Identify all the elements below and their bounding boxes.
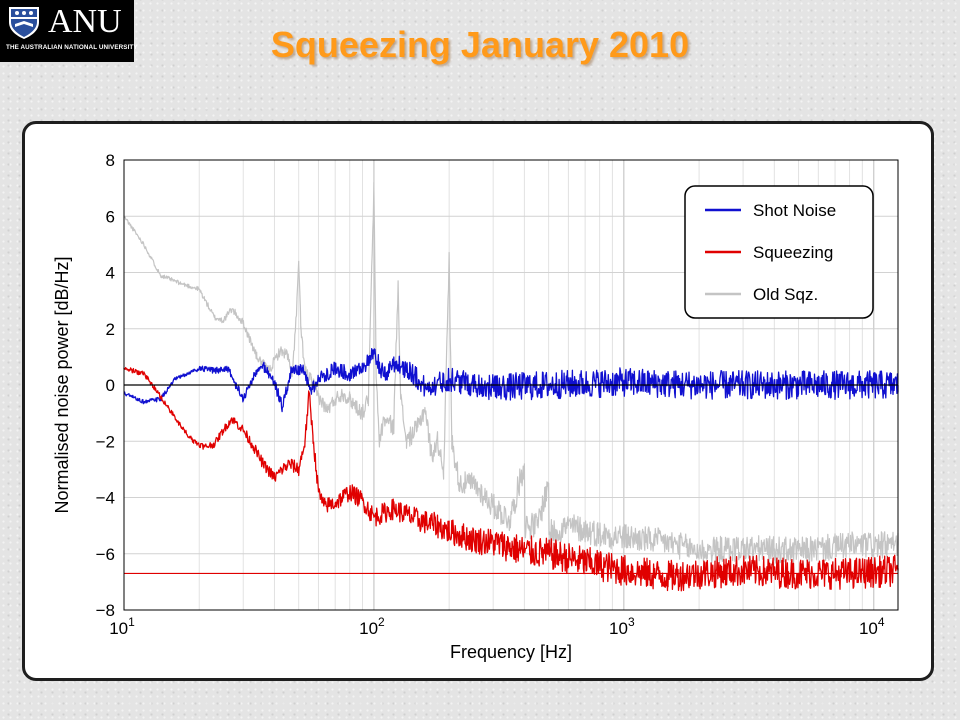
- chart-panel: 8 6 4 2 0 −2 −4 −6 −8 101 102 103 104 Frequency [Hz]…: [22, 121, 934, 681]
- series-line-old-sqz: [123, 181, 899, 564]
- series-line-squeezing: [123, 366, 899, 592]
- legend-box: [684, 185, 874, 319]
- logo-university-name: THE AUSTRALIAN NATIONAL UNIVERSITY: [6, 44, 138, 51]
- reference-lines: [124, 384, 898, 575]
- logo-wordmark: ANU: [48, 3, 122, 40]
- x-tick-label: 102: [359, 615, 385, 638]
- y-axis-label: Normalised noise power [dB/Hz]: [52, 256, 72, 513]
- legend-label: Squeezing: [753, 243, 833, 262]
- x-tick-label: 104: [859, 615, 885, 638]
- plot-frame: [123, 159, 899, 611]
- x-axis-label: Frequency [Hz]: [450, 642, 572, 662]
- legend-label: Shot Noise: [753, 201, 836, 220]
- y-tick-label: 8: [106, 151, 115, 170]
- x-tick-label: 101: [109, 615, 135, 638]
- x-tick-label: 103: [609, 615, 635, 638]
- y-tick-label: 2: [106, 320, 115, 339]
- slide-title: Squeezing January 2010: [270, 24, 690, 65]
- legend-label: Old Sqz.: [753, 285, 818, 304]
- y-tick-label: −4: [96, 489, 115, 508]
- y-tick-label: 4: [106, 264, 115, 283]
- y-tick-label: −2: [96, 432, 115, 451]
- series-layer: [123, 181, 899, 592]
- y-tick-label: 6: [106, 207, 115, 226]
- legend: Shot Noise Squeezing Old Sqz.: [684, 185, 874, 319]
- y-tick-label: −8: [96, 601, 115, 620]
- y-tick-label: 0: [106, 376, 115, 395]
- anu-logo: ANU THE AUSTRALIAN NATIONAL UNIVERSITY: [0, 0, 138, 62]
- crest-icon: [9, 7, 39, 39]
- series-line-shot-noise: [123, 347, 899, 413]
- y-tick-label: −6: [96, 545, 115, 564]
